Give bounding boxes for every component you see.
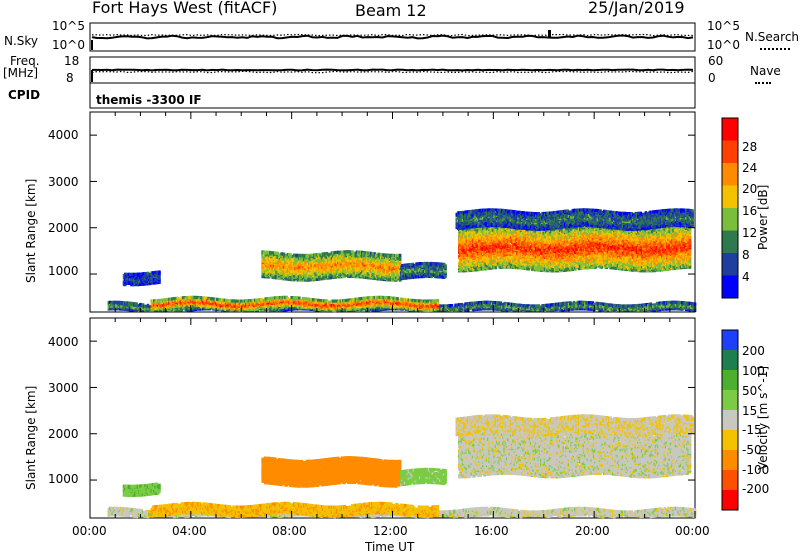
velocity-colorbar-swatch xyxy=(722,490,738,511)
power-heatmap xyxy=(108,208,697,312)
power-colorbar-swatch xyxy=(722,231,738,254)
velocity-colorbar-swatch xyxy=(722,470,738,491)
power-cell xyxy=(507,302,510,305)
power-cell xyxy=(500,302,503,305)
power-colorbar-swatch xyxy=(722,276,738,299)
power-colorbar-swatch xyxy=(722,208,738,231)
power-colorbar-swatch xyxy=(722,118,738,141)
freq-line xyxy=(92,70,693,71)
power-colorbar-swatch xyxy=(722,253,738,276)
velocity-colorbar-swatch xyxy=(722,350,738,371)
power-cell xyxy=(135,302,138,305)
power-cell xyxy=(559,302,562,305)
velocity-colorbar-swatch xyxy=(722,330,738,351)
power-colorbar-swatch xyxy=(722,141,738,164)
nave-line xyxy=(92,71,693,72)
power-colorbar-swatch xyxy=(722,163,738,186)
nsearch-line xyxy=(92,35,693,36)
top-timeseries xyxy=(92,30,693,82)
power-colorbar-swatch xyxy=(722,186,738,209)
radar-figure xyxy=(0,0,800,554)
power-colorbar xyxy=(722,118,738,299)
nsky-spike xyxy=(548,30,551,37)
power-cell xyxy=(176,305,179,308)
velocity-colorbar-swatch xyxy=(722,370,738,391)
velocity-colorbar-swatch xyxy=(722,450,738,471)
velocity-colorbar-swatch xyxy=(722,390,738,411)
velocity-colorbar-swatch xyxy=(722,430,738,451)
velocity-colorbar-swatch xyxy=(722,410,738,431)
velocity-colorbar xyxy=(722,330,738,511)
